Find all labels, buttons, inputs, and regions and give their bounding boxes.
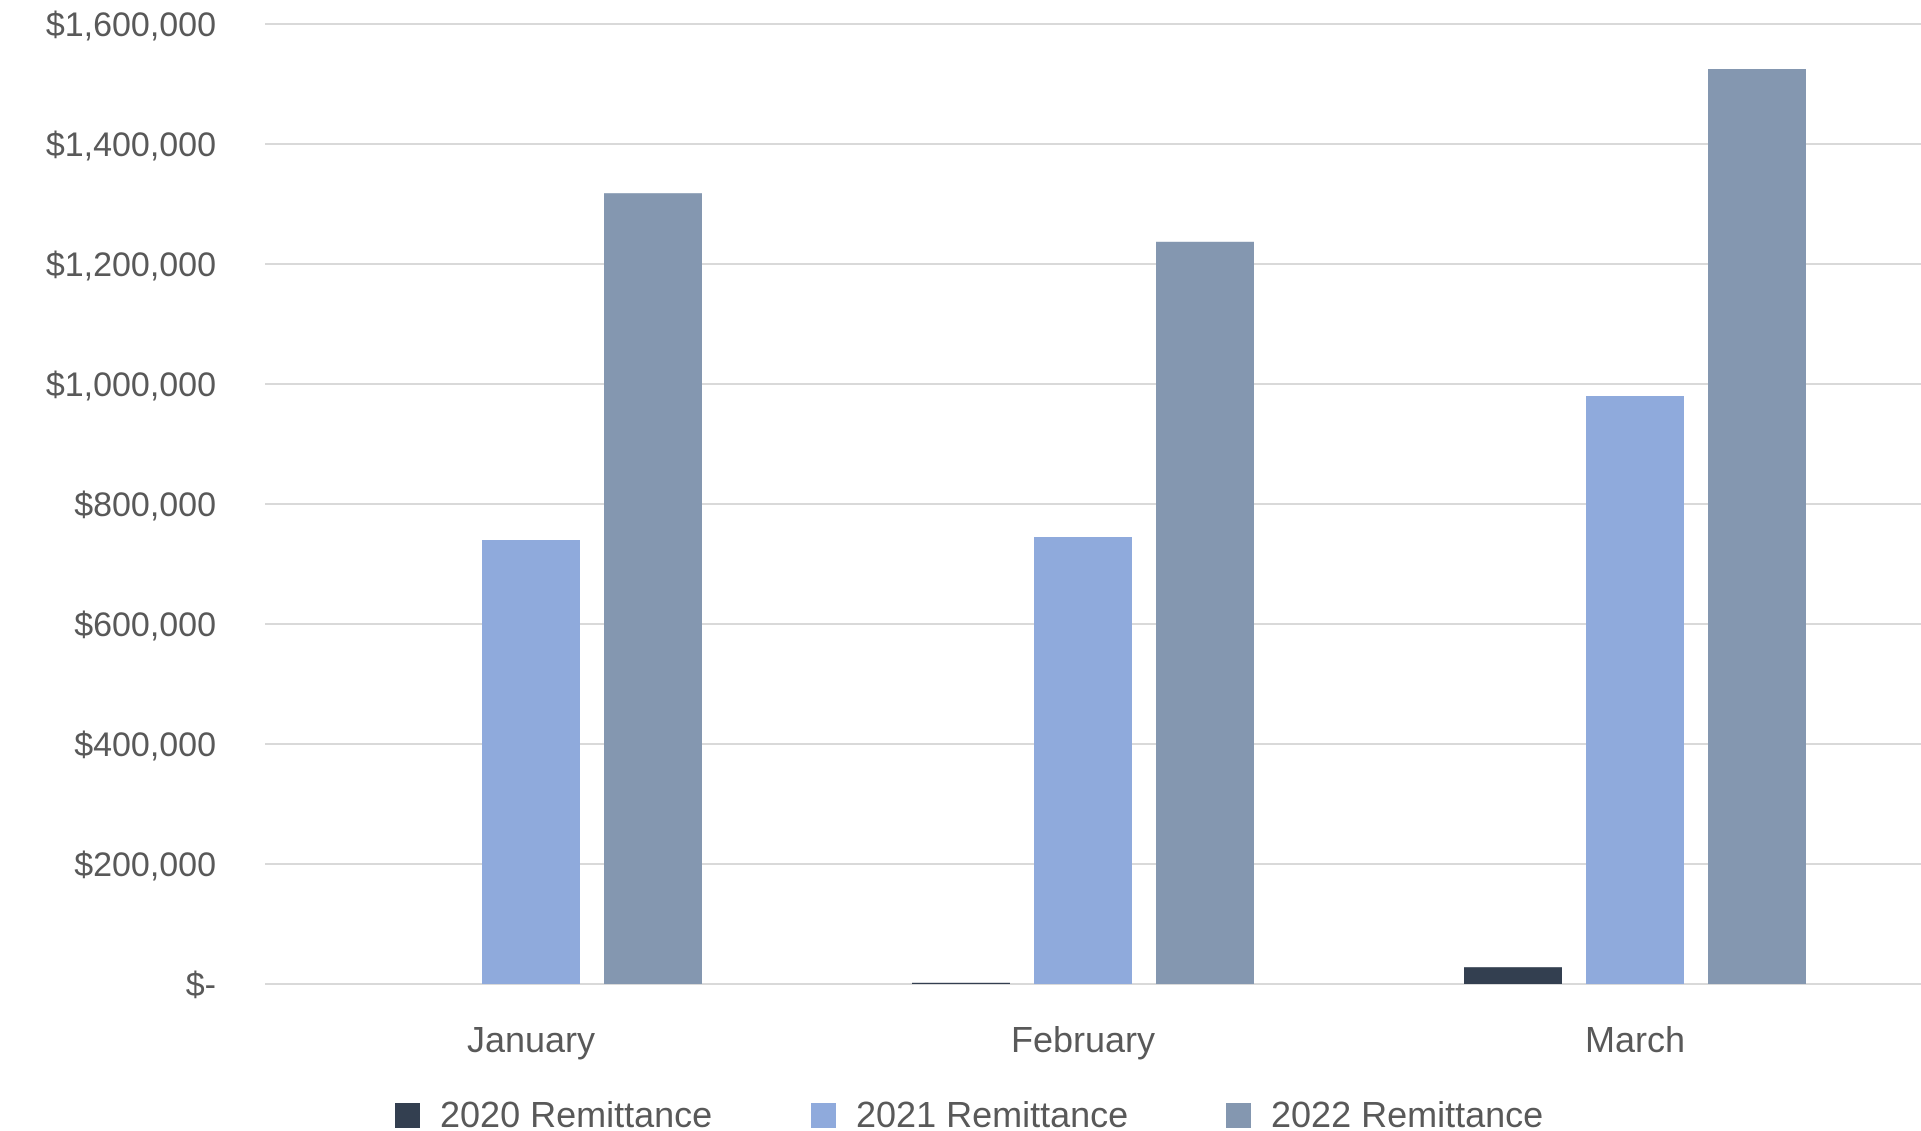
legend-label: 2022 Remittance [1271,1094,1543,1131]
y-tick-label: $1,200,000 [46,246,216,284]
legend-item: 2022 Remittance [1226,1094,1543,1131]
y-tick-label: $400,000 [74,726,216,764]
bar-2022-remittance-january [604,193,702,984]
y-tick-label: $- [186,966,216,1004]
legend: 2020 Remittance 2021 Remittance 2022 Remit… [395,1094,1543,1131]
bar-2021-remittance-february [1034,537,1132,984]
y-tick-label: $600,000 [74,606,216,644]
y-tick-label: $1,000,000 [46,366,216,404]
x-axis-labels: January February March [467,1019,1685,1060]
legend-swatch [811,1103,836,1128]
legend-label: 2021 Remittance [856,1094,1128,1131]
legend-swatch [395,1103,420,1128]
bar-2020-remittance-march [1464,967,1562,984]
x-tick-label: January [467,1019,595,1060]
x-tick-label: March [1585,1019,1685,1060]
legend-swatch [1226,1103,1251,1128]
y-axis-ticks: $- $200,000 $400,000 $600,000 $800,000 $1,000… [46,6,216,1004]
legend-item: 2020 Remittance [395,1094,712,1131]
y-tick-label: $200,000 [74,846,216,884]
bar-2021-remittance-march [1586,396,1684,984]
bar-2021-remittance-january [482,540,580,984]
legend-label: 2020 Remittance [440,1094,712,1131]
y-tick-label: $1,600,000 [46,6,216,44]
y-tick-label: $1,400,000 [46,126,216,164]
bars [482,69,1806,985]
legend-item: 2021 Remittance [811,1094,1128,1131]
bar-2022-remittance-march [1708,69,1806,984]
x-tick-label: February [1011,1019,1155,1060]
y-tick-label: $800,000 [74,486,216,524]
bar-2022-remittance-february [1156,241,1254,985]
bar-2020-remittance-february [912,982,1010,984]
